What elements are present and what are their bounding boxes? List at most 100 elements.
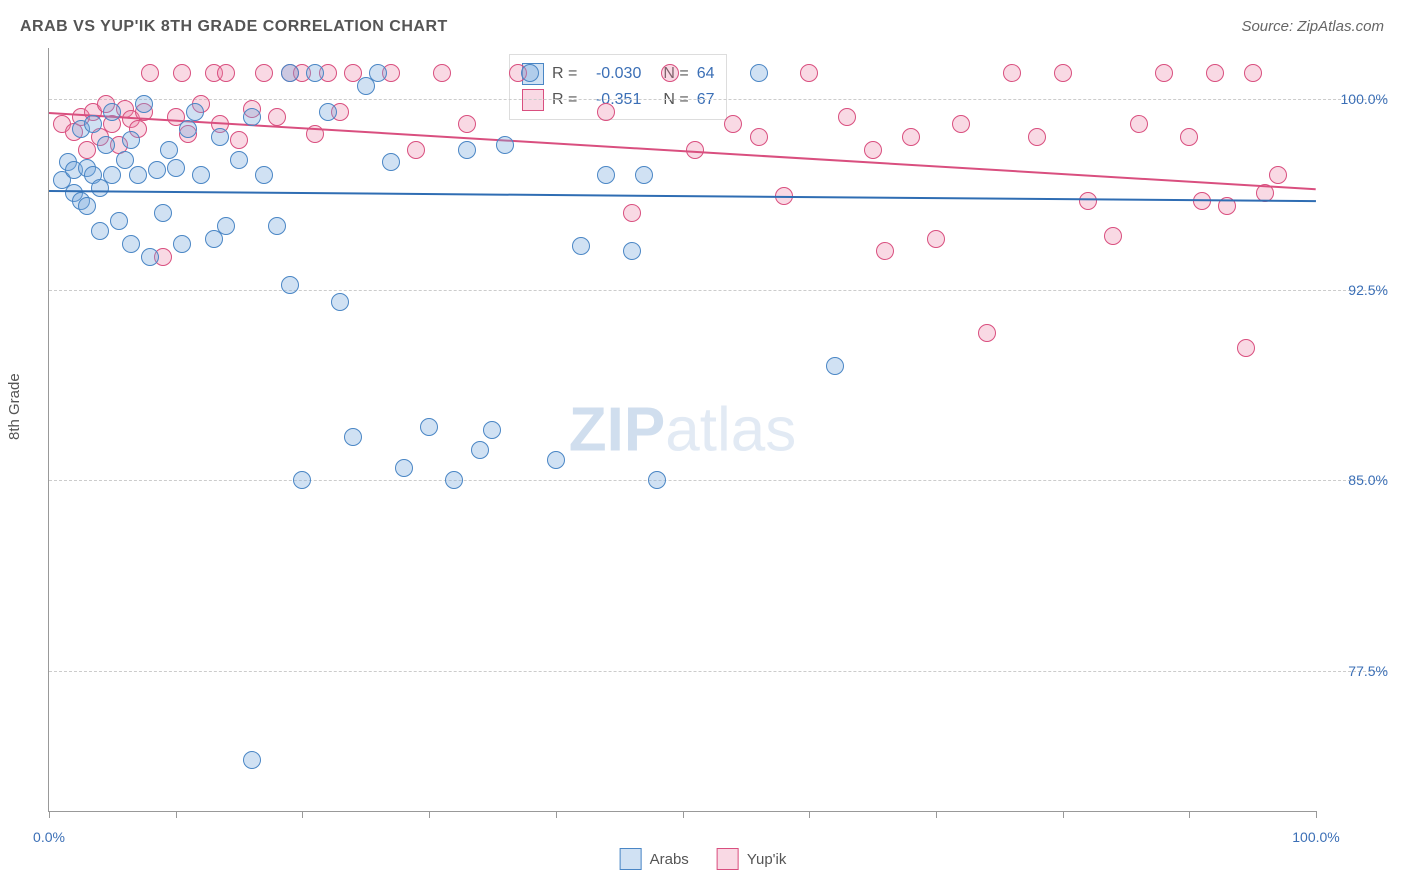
- x-tick: [176, 811, 177, 818]
- data-point: [876, 242, 894, 260]
- data-point: [648, 471, 666, 489]
- data-point: [496, 136, 514, 154]
- y-tick-label: 85.0%: [1324, 472, 1388, 488]
- data-point: [420, 418, 438, 436]
- data-point: [1269, 166, 1287, 184]
- data-point: [1206, 64, 1224, 82]
- legend-stats: R = -0.030N = 64R = -0.351N = 67: [509, 54, 727, 120]
- data-point: [148, 161, 166, 179]
- data-point: [902, 128, 920, 146]
- data-point: [167, 159, 185, 177]
- data-point: [217, 217, 235, 235]
- data-point: [173, 64, 191, 82]
- data-point: [1054, 64, 1072, 82]
- data-point: [382, 153, 400, 171]
- data-point: [217, 64, 235, 82]
- x-tick: [936, 811, 937, 818]
- y-tick-label: 92.5%: [1324, 282, 1388, 298]
- legend-swatch: [717, 848, 739, 870]
- data-point: [864, 141, 882, 159]
- legend-swatch: [522, 89, 544, 111]
- data-point: [445, 471, 463, 489]
- data-point: [293, 471, 311, 489]
- data-point: [547, 451, 565, 469]
- data-point: [122, 235, 140, 253]
- x-tick: [1189, 811, 1190, 818]
- data-point: [597, 103, 615, 121]
- y-tick-label: 77.5%: [1324, 663, 1388, 679]
- data-point: [1079, 192, 1097, 210]
- legend-label: Arabs: [650, 851, 689, 868]
- x-tick: [49, 811, 50, 818]
- gridline: [49, 480, 1386, 481]
- y-tick-label: 100.0%: [1324, 91, 1388, 107]
- data-point: [661, 64, 679, 82]
- data-point: [597, 166, 615, 184]
- data-point: [154, 204, 172, 222]
- legend-label: Yup'ik: [747, 851, 787, 868]
- x-tick: [429, 811, 430, 818]
- legend-item: Arabs: [620, 848, 689, 870]
- trend-line: [49, 190, 1316, 202]
- data-point: [319, 103, 337, 121]
- data-point: [331, 293, 349, 311]
- data-point: [192, 166, 210, 184]
- data-point: [483, 421, 501, 439]
- data-point: [826, 357, 844, 375]
- data-point: [1244, 64, 1262, 82]
- data-point: [1237, 339, 1255, 357]
- data-point: [978, 324, 996, 342]
- data-point: [91, 222, 109, 240]
- n-label: N =: [663, 91, 688, 109]
- data-point: [521, 64, 539, 82]
- data-point: [724, 115, 742, 133]
- data-point: [141, 248, 159, 266]
- data-point: [122, 131, 140, 149]
- data-point: [407, 141, 425, 159]
- x-tick-label: 0.0%: [33, 829, 65, 845]
- data-point: [750, 128, 768, 146]
- data-point: [268, 217, 286, 235]
- r-value: -0.030: [585, 65, 641, 83]
- y-axis-label: 8th Grade: [6, 373, 23, 440]
- data-point: [1180, 128, 1198, 146]
- data-point: [1028, 128, 1046, 146]
- data-point: [281, 276, 299, 294]
- data-point: [116, 151, 134, 169]
- data-point: [433, 64, 451, 82]
- data-point: [750, 64, 768, 82]
- data-point: [160, 141, 178, 159]
- gridline: [49, 290, 1386, 291]
- data-point: [344, 428, 362, 446]
- data-point: [471, 441, 489, 459]
- data-point: [838, 108, 856, 126]
- data-point: [281, 64, 299, 82]
- source-attribution: Source: ZipAtlas.com: [1241, 18, 1384, 35]
- r-label: R =: [552, 91, 577, 109]
- data-point: [1130, 115, 1148, 133]
- legend-swatch: [620, 848, 642, 870]
- legend-series: Arabs Yup'ik: [620, 848, 787, 870]
- data-point: [927, 230, 945, 248]
- legend-item: Yup'ik: [717, 848, 787, 870]
- x-tick-label: 100.0%: [1292, 829, 1339, 845]
- data-point: [141, 64, 159, 82]
- x-tick: [1063, 811, 1064, 818]
- data-point: [635, 166, 653, 184]
- plot-area: ZIPatlas R = -0.030N = 64R = -0.351N = 6…: [48, 48, 1316, 812]
- gridline: [49, 671, 1386, 672]
- data-point: [84, 115, 102, 133]
- data-point: [1104, 227, 1122, 245]
- data-point: [179, 120, 197, 138]
- data-point: [623, 242, 641, 260]
- data-point: [1003, 64, 1021, 82]
- n-value: 67: [697, 91, 715, 109]
- data-point: [623, 204, 641, 222]
- x-tick: [302, 811, 303, 818]
- data-point: [110, 212, 128, 230]
- r-label: R =: [552, 65, 577, 83]
- data-point: [357, 77, 375, 95]
- data-point: [255, 64, 273, 82]
- x-tick: [1316, 811, 1317, 818]
- watermark: ZIPatlas: [569, 394, 796, 465]
